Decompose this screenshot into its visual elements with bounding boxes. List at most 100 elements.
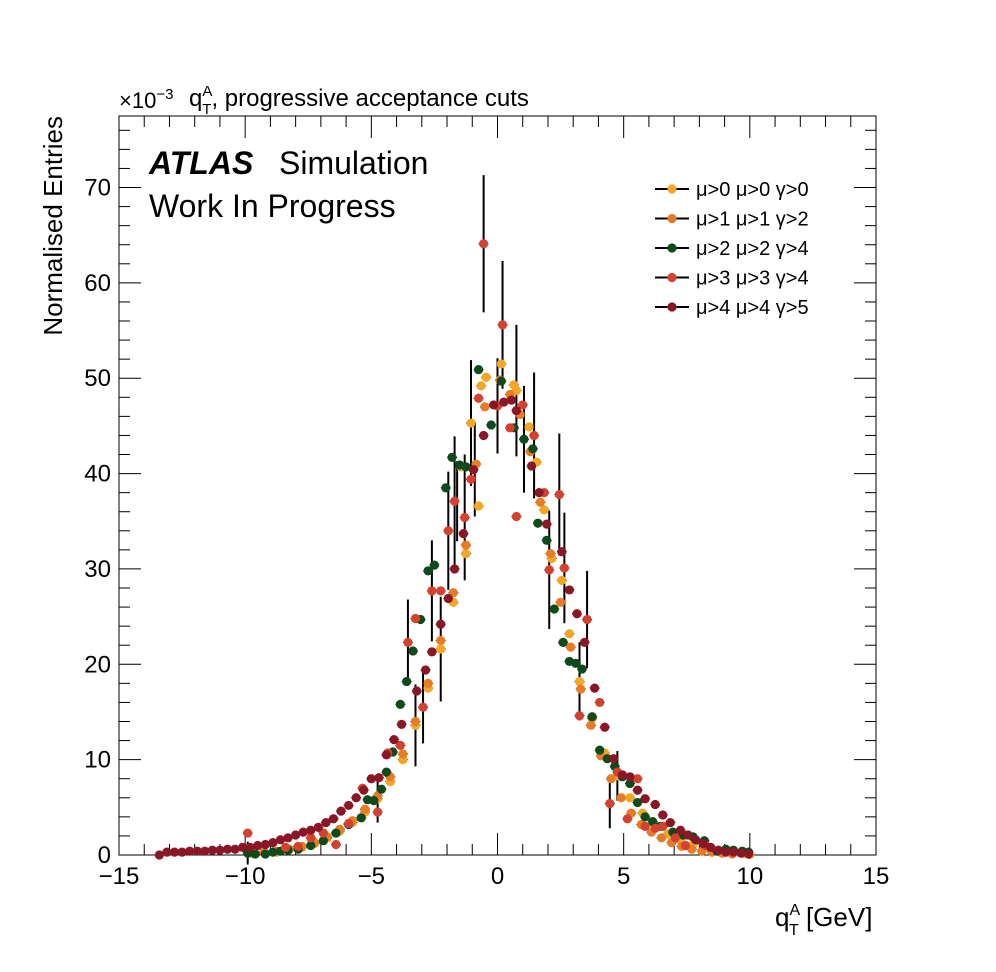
legend-entry: μ>1 μ>1 γ>2 bbox=[655, 209, 809, 231]
error-bars bbox=[154, 175, 755, 865]
data-point bbox=[410, 716, 421, 727]
data-point bbox=[625, 772, 635, 782]
data-point bbox=[313, 822, 323, 832]
data-point bbox=[298, 827, 308, 837]
data-point bbox=[366, 774, 376, 784]
data-point bbox=[458, 529, 469, 539]
legend-entry: μ>4 μ>4 γ>5 bbox=[655, 297, 809, 319]
legend: μ>0 μ>0 γ>0 μ>1 μ>1 γ>2 μ>2 μ>2 γ>4 μ>3 μ>3… bbox=[655, 179, 809, 319]
data-point bbox=[162, 847, 172, 857]
data-point bbox=[554, 489, 564, 500]
legend-marker bbox=[667, 184, 677, 194]
legend-marker bbox=[667, 243, 677, 253]
data-point bbox=[640, 821, 650, 831]
data-point bbox=[420, 665, 431, 675]
data-point bbox=[373, 807, 383, 817]
data-point bbox=[344, 800, 354, 811]
data-point bbox=[690, 835, 701, 845]
legend-label: μ>2 μ>2 γ>4 bbox=[696, 238, 809, 260]
data-point bbox=[496, 376, 506, 386]
data-point bbox=[275, 835, 286, 845]
data-point bbox=[283, 833, 293, 843]
data-point bbox=[450, 564, 460, 574]
data-point bbox=[447, 452, 457, 462]
data-point bbox=[529, 430, 539, 441]
data-point bbox=[461, 549, 471, 559]
data-point bbox=[683, 830, 693, 840]
data-point bbox=[539, 505, 549, 515]
data-point bbox=[519, 434, 529, 444]
data-point bbox=[605, 798, 615, 809]
data-point bbox=[402, 676, 412, 687]
series-4 bbox=[154, 395, 754, 860]
data-point bbox=[587, 712, 597, 722]
legend-entry: μ>2 μ>2 γ>4 bbox=[655, 238, 809, 260]
data-point bbox=[564, 585, 575, 595]
data-point bbox=[436, 619, 446, 629]
data-point bbox=[640, 794, 650, 804]
data-point bbox=[533, 518, 543, 528]
data-point bbox=[260, 839, 270, 850]
data-point bbox=[360, 804, 370, 814]
data-point bbox=[169, 847, 180, 857]
data-point bbox=[558, 637, 568, 647]
y-tick-label: 60 bbox=[84, 270, 111, 297]
data-point bbox=[600, 722, 610, 732]
data-point bbox=[318, 836, 328, 846]
data-point bbox=[460, 512, 470, 523]
data-point bbox=[728, 847, 739, 857]
data-point bbox=[586, 720, 596, 730]
data-point bbox=[549, 604, 559, 614]
data-point bbox=[526, 461, 537, 471]
data-point bbox=[650, 823, 660, 833]
data-point bbox=[590, 683, 600, 693]
data-point bbox=[207, 845, 217, 855]
data-point bbox=[640, 812, 650, 822]
data-point bbox=[511, 511, 522, 522]
data-point bbox=[632, 797, 643, 808]
data-point bbox=[436, 586, 446, 596]
y-tick-labels: 0 10 20 30 40 50 60 70 bbox=[84, 175, 111, 869]
data-point bbox=[496, 359, 506, 369]
x-tick-label: −10 bbox=[225, 863, 266, 890]
data-point bbox=[534, 488, 544, 498]
data-point bbox=[616, 793, 626, 803]
data-point bbox=[559, 563, 569, 573]
data-point bbox=[200, 846, 210, 856]
xlabel-rest: [GeV] bbox=[799, 902, 873, 932]
data-point bbox=[389, 735, 399, 745]
title-sup: A bbox=[202, 83, 212, 100]
exponent-base: ×10 bbox=[119, 88, 156, 113]
data-point bbox=[572, 609, 582, 619]
xlabel-sup: A bbox=[789, 902, 800, 919]
data-point bbox=[427, 647, 437, 657]
atlas-label: ATLAS bbox=[148, 145, 254, 181]
title-q: q bbox=[189, 85, 202, 112]
data-point bbox=[480, 402, 490, 412]
data-markers bbox=[154, 239, 755, 860]
data-point bbox=[675, 825, 686, 835]
data-point bbox=[577, 664, 587, 674]
data-point bbox=[374, 773, 384, 783]
data-point bbox=[381, 767, 392, 777]
data-point bbox=[293, 841, 303, 852]
data-point bbox=[410, 613, 421, 624]
exponent-power: −3 bbox=[156, 86, 173, 103]
y-tick-label: 20 bbox=[84, 651, 111, 678]
title-rest: , progressive acceptance cuts bbox=[211, 85, 529, 112]
data-point bbox=[369, 796, 379, 806]
data-point bbox=[441, 483, 451, 493]
data-point bbox=[466, 474, 476, 484]
data-point bbox=[215, 845, 225, 855]
data-point bbox=[625, 793, 635, 803]
xlabel-sub: T bbox=[789, 922, 799, 939]
y-tick-label: 0 bbox=[98, 842, 111, 869]
legend-entry: μ>3 μ>3 γ>4 bbox=[655, 268, 809, 290]
x-tick-labels: −15 −10 −5 0 5 10 15 bbox=[99, 863, 890, 890]
data-point bbox=[356, 813, 366, 823]
series-3 bbox=[243, 239, 711, 852]
data-point bbox=[665, 817, 675, 828]
data-point bbox=[230, 844, 240, 854]
data-point bbox=[473, 365, 484, 375]
data-point bbox=[557, 547, 567, 557]
